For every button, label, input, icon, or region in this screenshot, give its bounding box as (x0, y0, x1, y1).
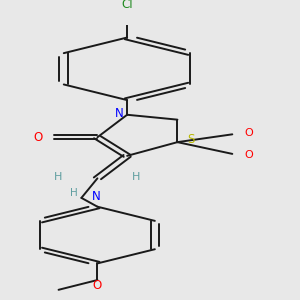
Text: O: O (93, 279, 102, 292)
Text: H: H (70, 188, 77, 197)
Text: N: N (115, 107, 124, 120)
Text: O: O (244, 128, 253, 138)
Text: N: N (92, 190, 100, 203)
Text: H: H (132, 172, 140, 182)
Text: H: H (54, 172, 63, 182)
Text: S: S (188, 133, 195, 146)
Text: Cl: Cl (121, 0, 133, 11)
Text: O: O (33, 131, 43, 144)
Text: O: O (244, 150, 253, 160)
